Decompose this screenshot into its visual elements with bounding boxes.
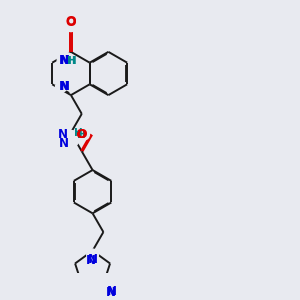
Text: N: N <box>59 54 69 67</box>
Text: H: H <box>77 130 86 140</box>
Text: O: O <box>66 15 76 28</box>
Circle shape <box>57 52 74 69</box>
Text: N: N <box>106 286 116 299</box>
Text: N: N <box>58 128 68 141</box>
Circle shape <box>87 249 98 261</box>
Text: O: O <box>77 128 87 140</box>
Text: H: H <box>67 56 76 66</box>
Text: O: O <box>76 128 86 141</box>
Circle shape <box>79 129 89 140</box>
Text: N: N <box>60 80 70 93</box>
Text: H: H <box>68 56 77 66</box>
Text: H: H <box>74 128 83 138</box>
Circle shape <box>63 130 79 147</box>
Text: N: N <box>59 80 69 93</box>
Circle shape <box>65 21 76 32</box>
Circle shape <box>56 81 67 92</box>
Text: N: N <box>107 285 117 298</box>
Circle shape <box>102 282 113 294</box>
Text: N: N <box>60 54 70 67</box>
Text: N: N <box>88 253 98 266</box>
Text: N: N <box>59 137 69 150</box>
Text: O: O <box>66 16 76 29</box>
Text: N: N <box>85 254 95 267</box>
